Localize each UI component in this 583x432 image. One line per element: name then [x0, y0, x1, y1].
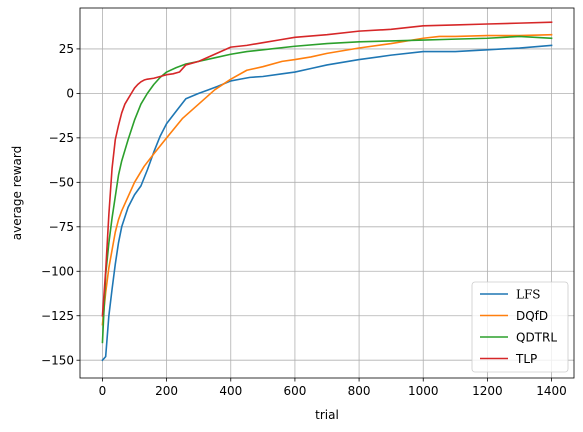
x-tick-label: 1400: [536, 384, 567, 398]
legend-label: LFS: [516, 287, 541, 301]
x-tick-label: 800: [348, 384, 371, 398]
x-tick-label: 600: [283, 384, 306, 398]
legend: LFS DQfD QDTRL TLP: [471, 281, 569, 373]
x-tick-label: 200: [155, 384, 178, 398]
y-tick-label: 25: [59, 42, 74, 56]
y-tick-label: −125: [41, 309, 74, 323]
x-tick-label: 400: [219, 384, 242, 398]
series-line-lfs: [101, 44, 553, 362]
x-axis-label: trial: [315, 408, 339, 422]
series-line-dqfd: [101, 33, 553, 326]
series-line-qdtrl: [101, 35, 553, 344]
axis-ticks: 0 200 400 600 800 1000 1200 1400 −150 −125 −100 −75…: [41, 42, 567, 398]
y-tick-label: −150: [41, 354, 74, 368]
legend-box: [471, 281, 569, 373]
series-line-tlp: [101, 21, 553, 317]
y-tick-label: 0: [66, 87, 74, 101]
y-tick-label: −25: [49, 131, 74, 145]
plot-frame: [79, 7, 575, 379]
x-tick-label: 1200: [472, 384, 503, 398]
y-tick-label: −50: [49, 176, 74, 190]
legend-label: TLP: [515, 352, 537, 366]
x-tick-label: 0: [99, 384, 107, 398]
legend-label: QDTRL: [516, 330, 557, 344]
y-tick-label: −75: [49, 220, 74, 234]
legend-label: DQfD: [516, 309, 548, 323]
x-tick-label: 1000: [408, 384, 439, 398]
series-lines: [101, 21, 553, 362]
y-axis-label: average reward: [10, 146, 24, 241]
y-tick-label: −100: [41, 265, 74, 279]
